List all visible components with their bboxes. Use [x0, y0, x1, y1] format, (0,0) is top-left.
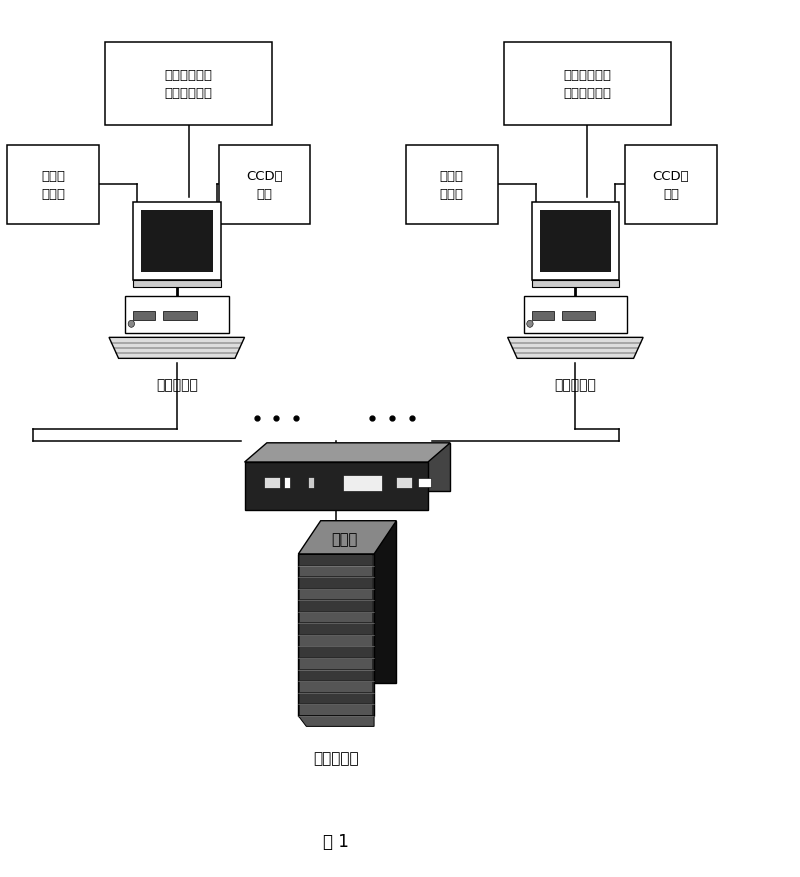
Bar [265, 477, 281, 488]
Bar [396, 477, 412, 488]
Text: 中心计算机: 中心计算机 [314, 751, 359, 766]
Text: 弹孔自覆盖控
制装置和靶幕: 弹孔自覆盖控 制装置和靶幕 [165, 69, 213, 100]
Bar [245, 462, 428, 510]
Bar [141, 211, 213, 273]
Bar [300, 613, 373, 623]
Bar [300, 624, 373, 634]
Bar [133, 311, 155, 320]
Bar [308, 477, 314, 488]
Bar [406, 146, 498, 225]
Bar [300, 578, 373, 588]
Text: 靶位计算机: 靶位计算机 [554, 378, 596, 392]
Circle shape [526, 321, 533, 328]
Bar [300, 671, 373, 681]
Bar [523, 297, 627, 333]
Text: 胸环靶
投影仪: 胸环靶 投影仪 [42, 169, 66, 201]
Polygon shape [508, 338, 643, 359]
Polygon shape [267, 443, 450, 491]
Bar [300, 694, 373, 703]
Bar [531, 311, 554, 320]
Polygon shape [298, 521, 397, 554]
Text: 图 1: 图 1 [323, 831, 349, 850]
Bar [218, 146, 310, 225]
Bar [300, 682, 373, 692]
Bar [539, 211, 611, 273]
Bar [531, 203, 619, 282]
Polygon shape [109, 338, 245, 359]
Polygon shape [298, 716, 374, 726]
Bar [300, 567, 373, 576]
Bar [133, 203, 221, 282]
Bar [342, 475, 382, 491]
Bar [105, 43, 273, 126]
Bar [300, 636, 373, 645]
Text: CCD摄
像头: CCD摄 像头 [246, 169, 282, 201]
Text: 靶位计算机: 靶位计算机 [156, 378, 198, 392]
Bar [300, 602, 373, 611]
Bar [133, 282, 221, 289]
Bar [562, 311, 595, 320]
Polygon shape [245, 443, 450, 462]
Bar [298, 554, 374, 716]
Bar [300, 660, 373, 669]
Text: CCD摄
像头: CCD摄 像头 [653, 169, 690, 201]
Text: 弹孔自覆盖控
制装置和靶幕: 弹孔自覆盖控 制装置和靶幕 [563, 69, 611, 100]
Bar [300, 705, 373, 715]
Bar [125, 297, 229, 333]
Bar [300, 590, 373, 600]
Text: 交换机: 交换机 [331, 531, 358, 546]
Circle shape [128, 321, 134, 328]
Bar [300, 647, 373, 658]
Bar [504, 43, 671, 126]
Bar [418, 479, 431, 488]
Bar [626, 146, 717, 225]
Bar [7, 146, 99, 225]
Bar [300, 555, 373, 565]
Text: 胸环靶
投影仪: 胸环靶 投影仪 [440, 169, 464, 201]
Bar [285, 477, 290, 488]
Bar [531, 282, 619, 289]
Bar [163, 311, 197, 320]
Polygon shape [321, 521, 397, 683]
